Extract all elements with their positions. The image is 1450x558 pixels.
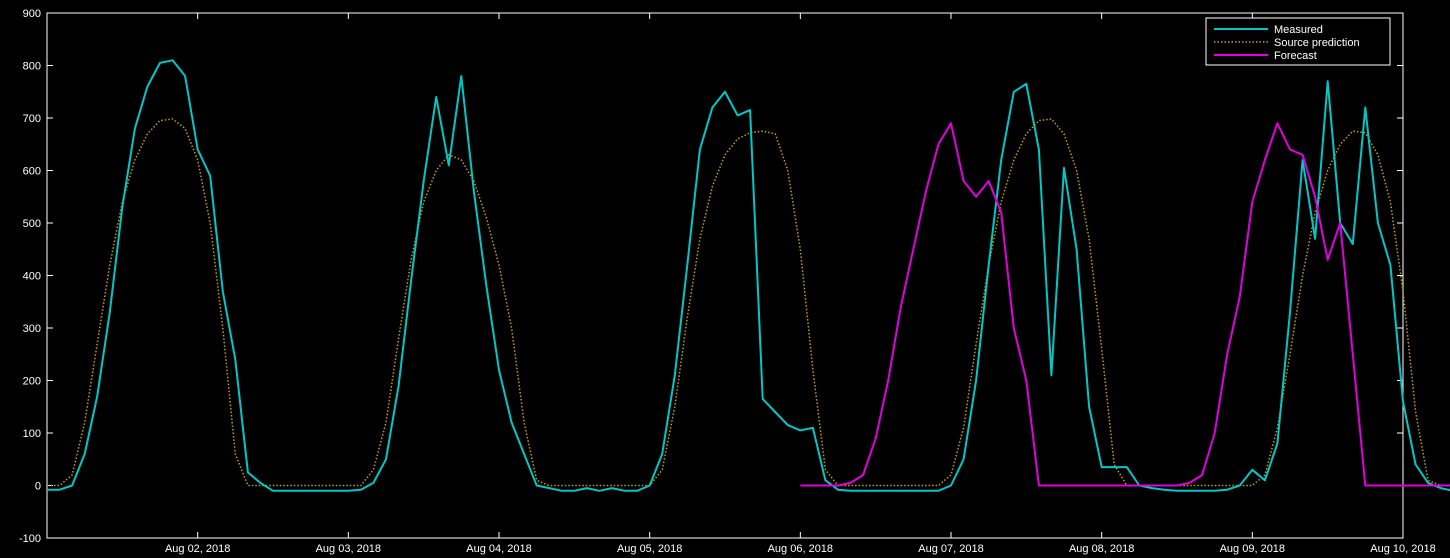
x-tick-label: Aug 10, 2018 — [1370, 543, 1435, 555]
legend-label: Forecast — [1274, 50, 1317, 62]
series-layer — [47, 59, 1450, 492]
x-tick-label: Aug 02, 2018 — [165, 543, 230, 555]
x-tick-label: Aug 07, 2018 — [918, 543, 983, 555]
y-tick-label: 0 — [35, 481, 41, 493]
x-tick-label: Aug 06, 2018 — [768, 543, 833, 555]
y-tick-label: 700 — [23, 113, 41, 125]
legend-box — [1205, 17, 1391, 66]
y-axis: -100 0 100 200 300 400 500 600 700 800 900 — [19, 8, 1403, 545]
x-tick-label: Aug 05, 2018 — [617, 543, 682, 555]
x-tick-label: Aug 03, 2018 — [316, 543, 381, 555]
series-line-forecast — [800, 122, 1450, 487]
y-tick-label: 600 — [23, 166, 41, 178]
y-tick-label: 200 — [23, 376, 41, 388]
y-tick-label: 800 — [23, 61, 41, 73]
x-tick-label: Aug 08, 2018 — [1069, 543, 1134, 555]
series-line-measured — [47, 59, 1450, 492]
y-tick-label: 900 — [23, 8, 41, 20]
legend-label: Measured — [1274, 24, 1323, 36]
y-tick-label: 300 — [23, 323, 41, 335]
x-axis: Aug 02, 2018 Aug 03, 2018 Aug 04, 2018 Aug … — [165, 13, 1436, 555]
y-tick-label: 500 — [23, 218, 41, 230]
y-tick-label: -100 — [19, 533, 41, 545]
y-tick-label: 400 — [23, 271, 41, 283]
x-tick-label: Aug 09, 2018 — [1220, 543, 1285, 555]
y-tick-label: 100 — [23, 428, 41, 440]
legend-label: Source prediction — [1274, 37, 1360, 49]
x-tick-label: Aug 04, 2018 — [466, 543, 531, 555]
